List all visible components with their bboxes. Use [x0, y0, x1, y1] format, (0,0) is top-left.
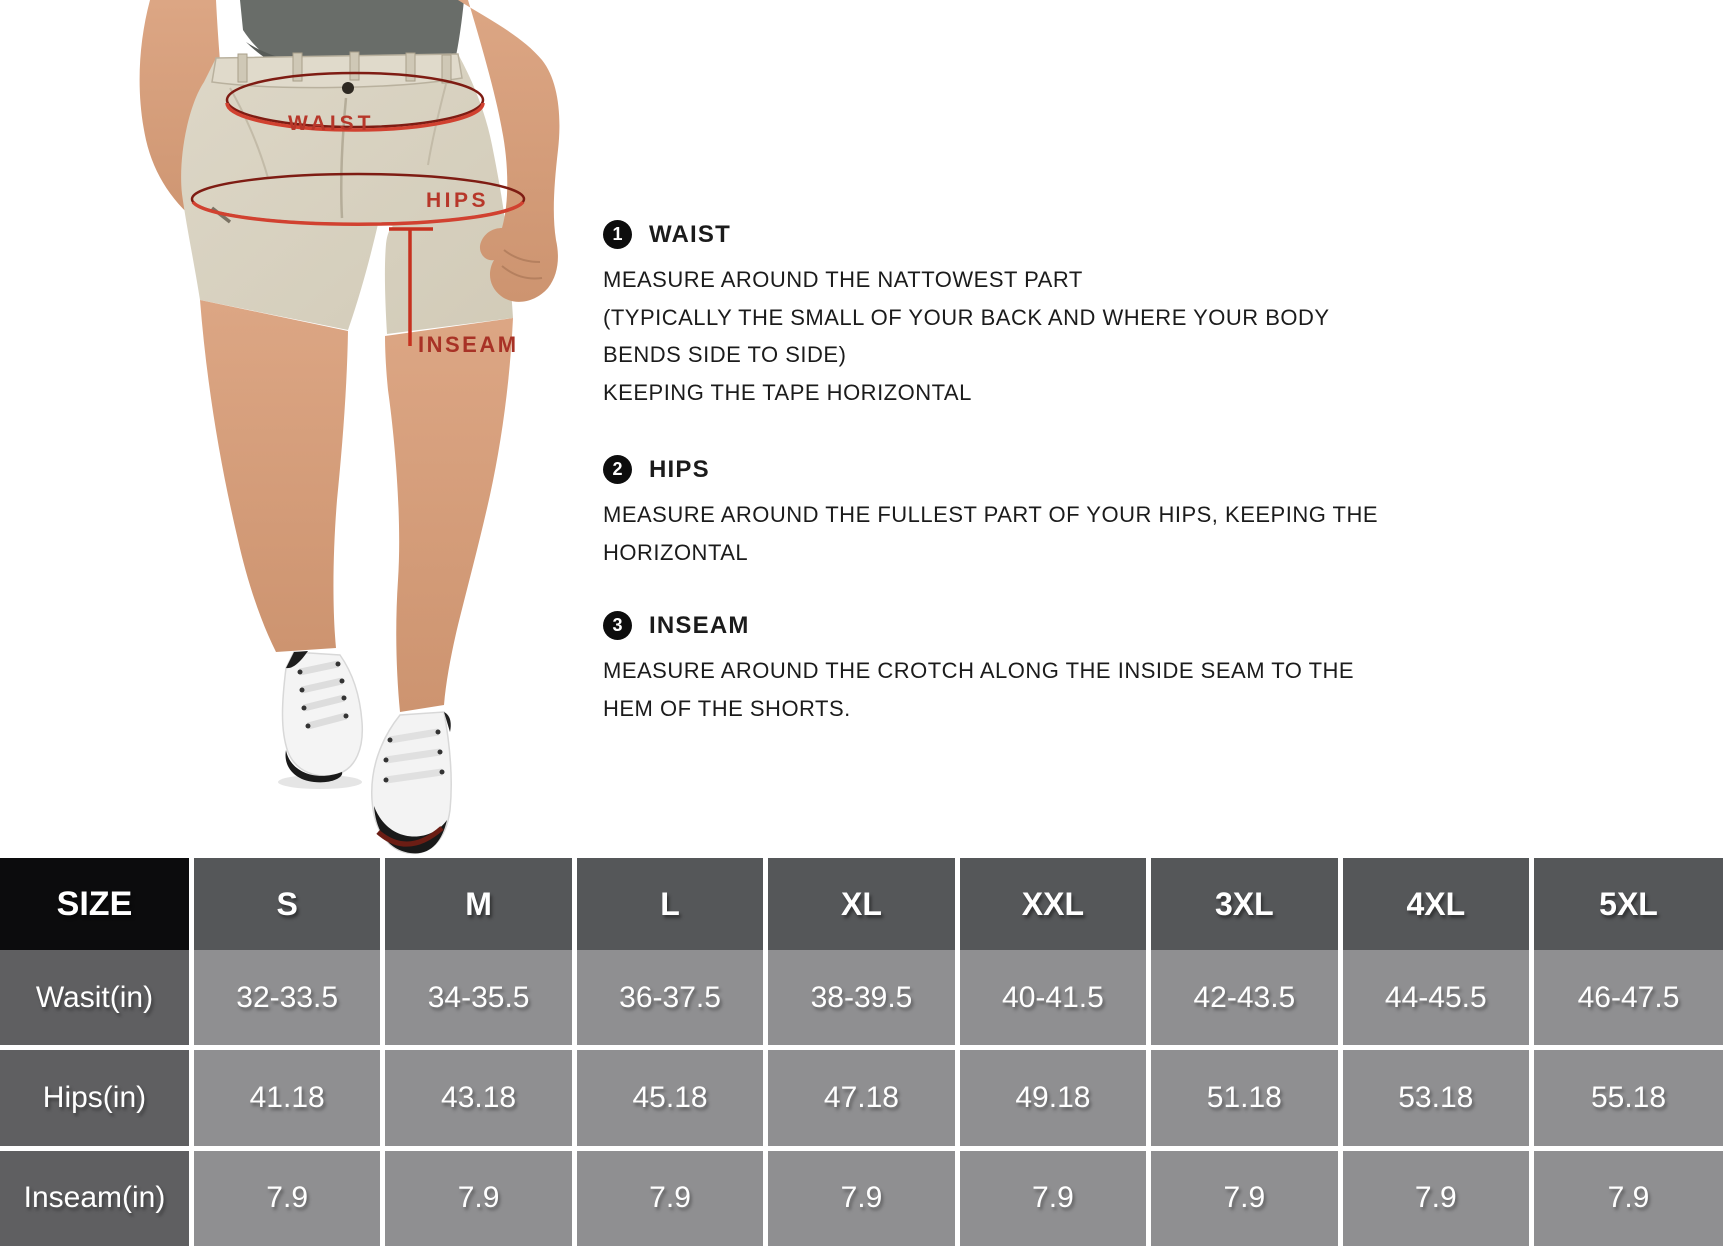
model-illustration: WAIST HIPS INSEAM [139, 0, 560, 855]
row-label-waist: Wasit(in) [0, 950, 194, 1051]
row-label-inseam: Inseam(in) [0, 1148, 194, 1246]
cell-hips-5xl: 55.18 [1531, 1047, 1723, 1151]
size-table-body: Wasit(in) 32-33.5 34-35.5 36-37.5 38-39.… [0, 950, 1723, 1246]
waist-button [342, 82, 354, 94]
cell-waist-3xl: 42-43.5 [1148, 950, 1343, 1051]
cell-hips-xl: 47.18 [765, 1047, 960, 1151]
finger-lines [501, 249, 543, 280]
instruction-line: MEASURE AROUND THE NATTOWEST PART [603, 267, 1083, 292]
cell-inseam-xxl: 7.9 [957, 1148, 1152, 1246]
table-row-hips: Hips(in) 41.18 43.18 45.18 47.18 49.18 5… [0, 1047, 1723, 1151]
model-photo: WAIST HIPS INSEAM [90, 0, 610, 858]
instruction-line: HORIZONTAL [603, 539, 749, 565]
hips-label: HIPS [426, 189, 489, 212]
table-row-inseam: Inseam(in) 7.9 7.9 7.9 7.9 7.9 7.9 7.9 7… [0, 1148, 1723, 1246]
cell-waist-m: 34-35.5 [382, 950, 577, 1051]
instruction-line: BENDS SIDE TO SIDE) [603, 342, 847, 367]
left-pocket-seam [229, 87, 269, 179]
left-shoe-sole [285, 750, 343, 783]
header-xxl: XXL [957, 858, 1152, 950]
instruction-inseam-heading: 3 INSEAM [603, 611, 1363, 640]
cell-inseam-5xl: 7.9 [1531, 1148, 1723, 1246]
instruction-waist: 1 WAIST MEASURE AROUND THE NATTOWEST PAR… [603, 220, 1363, 411]
header-xl: XL [765, 858, 960, 950]
cell-hips-s: 41.18 [191, 1047, 386, 1151]
right-shoe-lace-dots [383, 729, 445, 783]
instruction-line: HEM OF THE SHORTS. [603, 695, 851, 721]
right-shoe-laces [385, 728, 443, 784]
cell-waist-xl: 38-39.5 [765, 950, 960, 1051]
instruction-waist-heading: 1 WAIST [603, 220, 1363, 249]
cell-hips-xxl: 49.18 [957, 1047, 1152, 1151]
cell-waist-4xl: 44-45.5 [1340, 950, 1535, 1051]
size-table: SIZE S M L XL XXL 3XL 4XL 5XL Wasit(in) … [0, 858, 1723, 1246]
header-m: M [382, 858, 577, 950]
step-3-badge: 3 [603, 611, 632, 640]
cell-waist-s: 32-33.5 [191, 950, 386, 1051]
right-leg [385, 318, 513, 712]
cell-hips-3xl: 51.18 [1148, 1047, 1343, 1151]
instruction-line: KEEPING THE TAPE HORIZONTAL [603, 379, 972, 405]
header-3xl: 3XL [1148, 858, 1343, 950]
cell-inseam-s: 7.9 [191, 1148, 386, 1246]
waist-label: WAIST [288, 112, 375, 135]
right-arm [458, 0, 560, 302]
table-row-waist: Wasit(in) 32-33.5 34-35.5 36-37.5 38-39.… [0, 950, 1723, 1051]
cell-inseam-xl: 7.9 [765, 1148, 960, 1246]
header-row: SIZE S M L XL XXL 3XL 4XL 5XL [0, 858, 1723, 950]
hips-ellipse-front [191, 200, 525, 227]
cell-waist-5xl: 46-47.5 [1531, 950, 1723, 1051]
waist-ellipse [225, 71, 485, 129]
header-5xl: 5XL [1531, 858, 1723, 950]
cell-hips-l: 45.18 [574, 1047, 769, 1151]
right-shoe [371, 711, 452, 855]
cell-hips-m: 43.18 [382, 1047, 577, 1151]
cell-inseam-3xl: 7.9 [1148, 1148, 1343, 1246]
left-shoe-lace-dots [297, 661, 349, 729]
header-4xl: 4XL [1340, 858, 1535, 950]
instruction-waist-title: WAIST [649, 220, 731, 248]
cell-inseam-4xl: 7.9 [1340, 1148, 1535, 1246]
step-2-badge: 2 [603, 455, 632, 484]
right-pocket-seam [427, 83, 447, 166]
size-table-header: SIZE S M L XL XXL 3XL 4XL 5XL [0, 858, 1723, 950]
waist-ellipse-front [225, 102, 485, 132]
cell-hips-4xl: 53.18 [1340, 1047, 1535, 1151]
header-s: S [191, 858, 386, 950]
cell-inseam-m: 7.9 [382, 1148, 577, 1246]
measuring-instructions: 1 WAIST MEASURE AROUND THE NATTOWEST PAR… [603, 220, 1379, 727]
instruction-line: (TYPICALLY THE SMALL OF YOUR BACK AND WH… [603, 304, 1330, 330]
instruction-line: MEASURE AROUND THE CROTCH ALONG THE INSI… [603, 658, 1355, 683]
instruction-inseam-title: INSEAM [649, 611, 750, 639]
instruction-line: MEASURE AROUND THE FULLEST PART OF YOUR … [603, 502, 1379, 527]
header-l: L [574, 858, 769, 950]
left-leg [200, 300, 348, 652]
header-size: SIZE [0, 858, 194, 950]
step-1-badge: 1 [603, 220, 632, 249]
instruction-hips: 2 HIPS MEASURE AROUND THE FULLEST PART O… [603, 455, 1379, 571]
cell-waist-xxl: 40-41.5 [957, 950, 1152, 1051]
right-shoe-toe-red [376, 826, 444, 847]
right-shoe-collar [444, 712, 451, 732]
inseam-line [389, 227, 433, 346]
belt-loops [237, 51, 452, 84]
fly-seam [339, 97, 348, 219]
instruction-hips-heading: 2 HIPS [603, 455, 1363, 484]
instruction-inseam: 3 INSEAM MEASURE AROUND THE CROTCH ALONG… [603, 611, 1363, 727]
row-label-hips: Hips(in) [0, 1047, 194, 1151]
left-shoe-laces [299, 660, 347, 730]
waistband [211, 53, 463, 89]
instruction-hips-title: HIPS [649, 455, 710, 483]
inseam-label: INSEAM [418, 332, 519, 357]
cell-inseam-l: 7.9 [574, 1148, 769, 1246]
left-shoe-collar [286, 651, 308, 669]
cell-waist-l: 36-37.5 [574, 950, 769, 1051]
